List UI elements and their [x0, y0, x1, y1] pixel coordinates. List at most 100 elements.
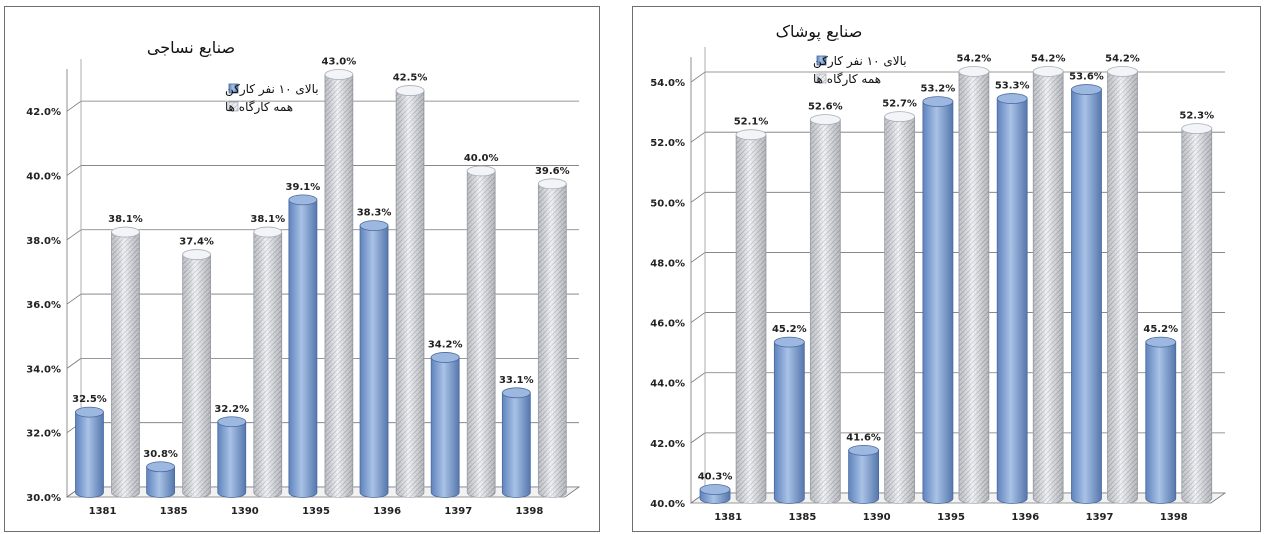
gridline-depth [66, 358, 82, 369]
apparel-chart: 40.0% 42.0% 44.0% 46.0% 48.0% 50.0% 52.0% 54.0%… [650, 22, 1227, 523]
data-label: 38.1% [108, 214, 143, 225]
data-label: 54.2% [1031, 54, 1066, 65]
textile-chart: 30.0% 32.0% 34.0% 36.0% 38.0% 40.0% 42.0% 32.5%… [26, 38, 581, 517]
data-label: 43.0% [322, 57, 357, 68]
data-label: 45.2% [772, 324, 807, 335]
gridline-depth [690, 372, 706, 384]
x-tick-label: 1396 [373, 506, 401, 517]
y-tick-label: 48.0% [650, 258, 685, 269]
y-tick-label: 34.0% [26, 364, 61, 375]
x-tick-label: 1381 [714, 512, 742, 523]
x-tick-label: 1398 [516, 506, 544, 517]
data-label: 53.3% [995, 81, 1030, 92]
bar-all-workshops [395, 85, 425, 498]
data-label: 32.2% [214, 404, 249, 415]
data-label: 52.3% [1179, 111, 1214, 122]
legend-label: بالای ۱۰ نفر کارکن [813, 54, 907, 69]
y-tick-label: 40.0% [650, 499, 685, 510]
bar-workshops-10plus [430, 352, 460, 498]
data-label: 38.3% [357, 208, 392, 219]
y-tick-label: 44.0% [650, 379, 685, 390]
bar-all-workshops [958, 66, 990, 504]
chart-floor [689, 492, 1227, 504]
legend-label: همه کارگاه ها [225, 100, 293, 115]
y-tick-label: 40.0% [26, 171, 61, 182]
y-tick-label: 30.0% [26, 493, 61, 504]
legend-label: بالای ۱۰ نفر کارکن [225, 82, 319, 97]
textile-chart-panel: 30.0% 32.0% 34.0% 36.0% 38.0% 40.0% 42.0% 32.5%… [4, 6, 600, 532]
bar-workshops-10plus [501, 387, 531, 498]
y-tick-label: 42.0% [26, 107, 61, 118]
chart-title: صنایع پوشاک [776, 22, 863, 42]
bar-workshops-10plus [146, 461, 176, 498]
x-tick-label: 1390 [231, 506, 259, 517]
gridline-depth [690, 71, 706, 83]
data-label: 42.5% [393, 73, 428, 84]
bar-workshops-10plus [217, 416, 247, 498]
legend-label: همه کارگاه ها [813, 72, 881, 87]
gridline-depth [66, 165, 82, 176]
x-tick-label: 1381 [89, 506, 117, 517]
data-label: 39.1% [286, 182, 321, 193]
bar-workshops-10plus [848, 444, 880, 504]
x-tick-label: 1385 [789, 512, 817, 523]
data-label: 54.2% [1105, 54, 1140, 65]
legend-swatch [228, 83, 239, 94]
data-label: 52.7% [882, 99, 917, 110]
x-tick-label: 1396 [1011, 512, 1039, 523]
x-tick-label: 1395 [302, 506, 330, 517]
data-label: 52.6% [808, 102, 843, 113]
legend-swatch [228, 101, 239, 112]
data-label: 54.2% [957, 54, 992, 65]
gridline-depth [66, 293, 82, 305]
bar-workshops-10plus [1071, 84, 1102, 504]
gridline-depth [690, 131, 706, 143]
bar-all-workshops [111, 226, 140, 498]
data-label: 34.2% [428, 339, 463, 350]
gridline-depth [690, 432, 706, 444]
bar-all-workshops [1181, 123, 1213, 504]
y-tick-label: 32.0% [26, 429, 61, 440]
y-tick-label: 54.0% [650, 78, 685, 89]
y-tick-label: 46.0% [650, 319, 685, 330]
data-label: 38.1% [250, 214, 285, 225]
x-tick-label: 1397 [444, 506, 472, 517]
data-label: 52.1% [734, 117, 769, 128]
bar-workshops-10plus [288, 194, 318, 498]
data-label: 53.2% [921, 84, 956, 95]
bar-all-workshops [884, 111, 916, 504]
bar-all-workshops [1032, 66, 1064, 504]
bar-workshops-10plus [699, 484, 731, 504]
bar-workshops-10plus [1145, 336, 1177, 504]
bar-all-workshops [324, 69, 354, 498]
gridline-depth [690, 191, 706, 203]
data-label: 41.6% [846, 432, 881, 443]
data-label: 33.1% [499, 375, 534, 386]
x-tick-label: 1397 [1086, 512, 1114, 523]
bar-all-workshops [537, 178, 567, 498]
bar-all-workshops [466, 165, 496, 498]
gridline-depth [690, 312, 706, 323]
bar-workshops-10plus [75, 406, 104, 498]
x-tick-label: 1390 [863, 512, 891, 523]
data-label: 32.5% [72, 394, 107, 405]
chart-title: صنایع نساجی [147, 38, 235, 58]
y-tick-label: 38.0% [26, 236, 61, 247]
x-tick-label: 1385 [160, 506, 188, 517]
x-tick-label: 1395 [937, 512, 965, 523]
data-label: 39.6% [535, 166, 570, 177]
bar-workshops-10plus [996, 93, 1028, 504]
bar-all-workshops [253, 226, 283, 498]
data-label: 40.0% [464, 153, 499, 164]
data-label: 40.3% [698, 471, 733, 482]
data-label: 53.6% [1069, 72, 1104, 83]
gridline-depth [690, 252, 706, 263]
bar-workshops-10plus [922, 96, 954, 504]
apparel-chart-panel: 40.0% 42.0% 44.0% 46.0% 48.0% 50.0% 52.0% 54.0%… [632, 6, 1261, 532]
y-tick-label: 50.0% [650, 198, 685, 209]
y-tick-label: 36.0% [26, 300, 61, 311]
bar-workshops-10plus [773, 336, 805, 504]
gridline-depth [66, 229, 82, 241]
legend-swatch [816, 73, 827, 84]
bar-all-workshops [1107, 66, 1138, 504]
